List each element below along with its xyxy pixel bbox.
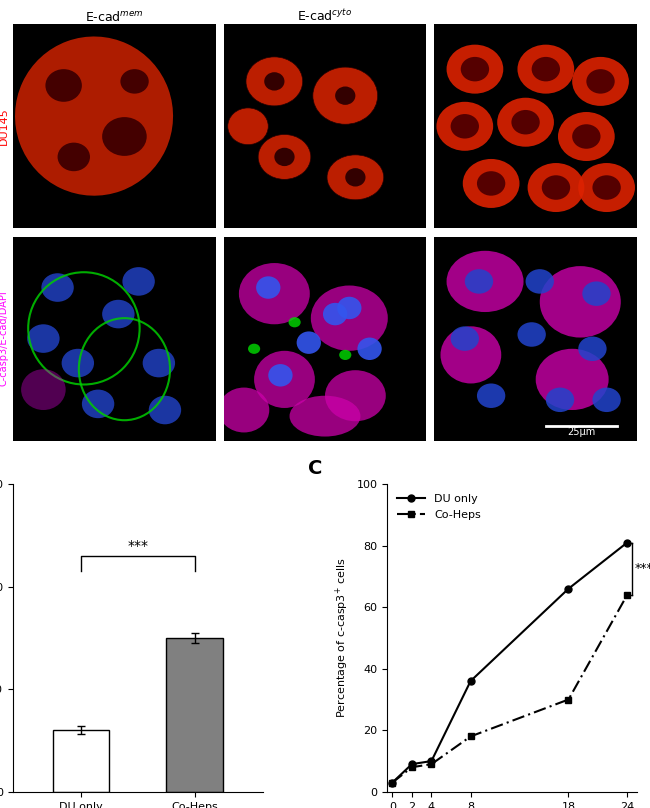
Ellipse shape — [532, 57, 560, 82]
Ellipse shape — [578, 336, 606, 361]
Ellipse shape — [592, 175, 621, 200]
Ellipse shape — [246, 57, 303, 106]
Ellipse shape — [477, 171, 505, 196]
Ellipse shape — [218, 388, 269, 432]
Ellipse shape — [526, 269, 554, 293]
Co-Heps — [565, 695, 573, 705]
Ellipse shape — [120, 69, 149, 94]
Co-Heps — [408, 763, 416, 772]
Title: E-cad$^{cyto}$: E-cad$^{cyto}$ — [297, 9, 353, 24]
Ellipse shape — [578, 163, 635, 212]
Ellipse shape — [358, 338, 382, 360]
Ellipse shape — [586, 69, 615, 94]
Co-Heps — [623, 590, 631, 600]
Text: ***: *** — [127, 539, 148, 553]
Ellipse shape — [258, 134, 311, 179]
Ellipse shape — [149, 396, 181, 424]
Ellipse shape — [592, 388, 621, 412]
Text: 25μm: 25μm — [567, 427, 595, 436]
Ellipse shape — [461, 57, 489, 82]
Line: DU only: DU only — [389, 539, 630, 786]
Ellipse shape — [248, 343, 260, 354]
Y-axis label: DU145: DU145 — [0, 107, 9, 145]
DU only — [565, 584, 573, 594]
Ellipse shape — [540, 266, 621, 338]
Ellipse shape — [227, 108, 268, 145]
Ellipse shape — [335, 86, 356, 105]
Ellipse shape — [21, 369, 66, 410]
Ellipse shape — [436, 102, 493, 151]
Ellipse shape — [327, 155, 383, 200]
Ellipse shape — [572, 124, 601, 149]
Ellipse shape — [268, 364, 292, 386]
Ellipse shape — [582, 281, 610, 306]
Ellipse shape — [122, 267, 155, 296]
DU only — [408, 760, 416, 769]
Ellipse shape — [102, 117, 147, 156]
Ellipse shape — [447, 250, 523, 312]
Legend: DU only, Co-Heps: DU only, Co-Heps — [393, 490, 486, 524]
Ellipse shape — [313, 67, 378, 124]
Ellipse shape — [572, 57, 629, 106]
Ellipse shape — [58, 143, 90, 171]
Ellipse shape — [254, 351, 315, 408]
Ellipse shape — [42, 273, 74, 302]
Y-axis label: Percentage of c-casp3$^{+}$ cells: Percentage of c-casp3$^{+}$ cells — [334, 558, 351, 718]
DU only — [389, 778, 396, 788]
Ellipse shape — [296, 331, 321, 354]
Ellipse shape — [46, 69, 82, 102]
Co-Heps — [428, 760, 436, 769]
Text: C: C — [307, 460, 322, 478]
Ellipse shape — [441, 326, 501, 384]
Ellipse shape — [82, 389, 114, 419]
Ellipse shape — [27, 324, 60, 353]
Ellipse shape — [517, 322, 546, 347]
DU only — [428, 756, 436, 766]
Y-axis label: C-casp3/E-cad/DAPI: C-casp3/E-cad/DAPI — [0, 291, 9, 386]
Line: Co-Heps: Co-Heps — [389, 591, 630, 786]
Ellipse shape — [345, 168, 365, 187]
Ellipse shape — [256, 276, 280, 299]
Ellipse shape — [463, 159, 519, 208]
Ellipse shape — [102, 300, 135, 328]
Title: E-cad$^{mem}$: E-cad$^{mem}$ — [85, 11, 144, 24]
Ellipse shape — [239, 263, 310, 324]
Ellipse shape — [311, 285, 388, 351]
Ellipse shape — [15, 36, 173, 196]
Ellipse shape — [339, 350, 352, 360]
Ellipse shape — [558, 112, 615, 161]
Ellipse shape — [274, 148, 294, 166]
Ellipse shape — [450, 114, 479, 138]
Ellipse shape — [542, 175, 570, 200]
DU only — [467, 676, 474, 686]
Ellipse shape — [447, 44, 503, 94]
Ellipse shape — [512, 110, 540, 134]
Ellipse shape — [528, 163, 584, 212]
Bar — [53, 730, 109, 792]
Co-Heps — [467, 731, 474, 741]
Ellipse shape — [62, 349, 94, 377]
Ellipse shape — [289, 396, 361, 436]
Text: ***: *** — [635, 562, 650, 575]
Ellipse shape — [325, 370, 386, 421]
Ellipse shape — [289, 317, 301, 327]
Ellipse shape — [323, 303, 347, 326]
Ellipse shape — [142, 349, 175, 377]
Ellipse shape — [337, 297, 361, 319]
Ellipse shape — [546, 388, 574, 412]
Ellipse shape — [497, 98, 554, 147]
Ellipse shape — [517, 44, 574, 94]
Co-Heps — [389, 778, 396, 788]
Ellipse shape — [450, 326, 479, 351]
Ellipse shape — [264, 72, 285, 90]
Ellipse shape — [465, 269, 493, 293]
Ellipse shape — [477, 384, 505, 408]
Ellipse shape — [536, 349, 608, 410]
DU only — [623, 537, 631, 547]
Bar — [166, 638, 223, 792]
